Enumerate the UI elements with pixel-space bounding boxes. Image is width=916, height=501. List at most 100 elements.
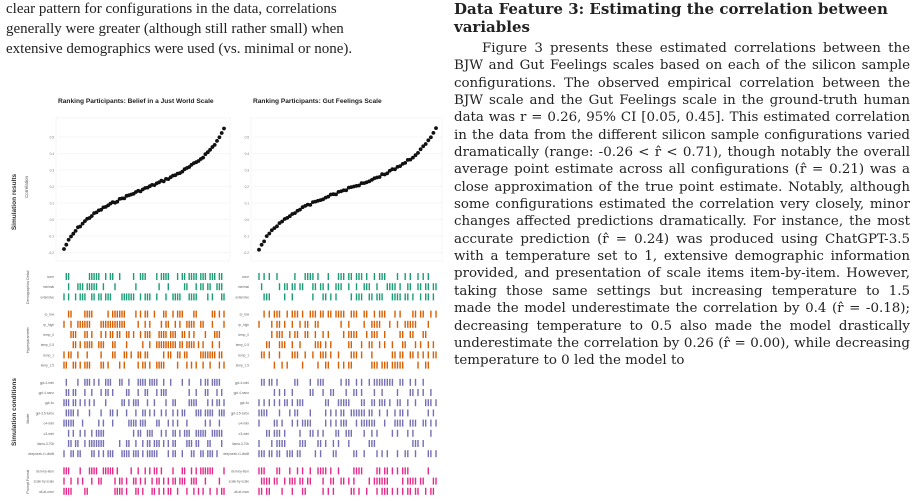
condition-tick: [353, 351, 355, 359]
condition-tick: [102, 450, 105, 458]
condition-tick: [207, 409, 209, 417]
data-point: [377, 175, 382, 179]
y-tick-label: 0.2: [50, 185, 55, 189]
condition-tick: [100, 477, 102, 485]
condition-tick: [296, 450, 299, 458]
condition-tick: [414, 378, 417, 386]
condition-tick: [70, 440, 72, 447]
condition-tick: [350, 331, 352, 338]
condition-tick: [278, 320, 281, 328]
condition-tick: [391, 378, 394, 386]
condition-tick: [296, 331, 299, 338]
condition-tick: [91, 310, 93, 318]
condition-tick: [207, 399, 209, 407]
condition-tick: [188, 293, 190, 301]
condition-tick: [327, 487, 329, 495]
condition-tick: [223, 467, 225, 475]
condition-tick: [211, 409, 214, 417]
condition-tick: [193, 320, 195, 328]
condition-tick: [373, 320, 376, 328]
condition-tick: [258, 487, 260, 495]
data-point: [83, 219, 87, 223]
condition-tick: [176, 351, 179, 359]
condition-tick: [186, 351, 188, 359]
condition-tick: [112, 273, 114, 280]
data-point: [287, 214, 292, 219]
data-point: [78, 224, 83, 229]
condition-tick: [107, 320, 109, 328]
condition-tick: [151, 429, 153, 437]
condition-tick: [289, 467, 291, 475]
condition-tick: [345, 378, 347, 386]
condition-tick: [70, 419, 72, 427]
condition-tick: [123, 361, 125, 369]
condition-tick: [214, 273, 216, 280]
condition-tick: [95, 283, 98, 291]
condition-tick: [381, 450, 383, 458]
condition-tick: [63, 361, 65, 369]
condition-tick: [132, 331, 135, 338]
condition-tick: [156, 273, 158, 280]
condition-tick: [172, 440, 174, 447]
condition-tick: [391, 283, 394, 291]
condition-tick: [107, 361, 109, 369]
condition-tick: [340, 399, 342, 407]
data-point: [257, 247, 261, 252]
row-label: gpt-4o: [240, 401, 249, 405]
condition-tick: [221, 487, 223, 495]
condition-tick: [190, 293, 193, 301]
condition-tick: [402, 351, 404, 359]
condition-tick: [386, 487, 388, 495]
condition-tick: [373, 399, 376, 407]
row-label: none: [47, 275, 54, 279]
condition-tick: [427, 409, 429, 417]
condition-tick: [81, 477, 84, 485]
condition-tick: [174, 293, 176, 301]
condition-tick: [425, 283, 427, 291]
condition-tick: [181, 273, 183, 280]
condition-tick: [319, 310, 322, 318]
data-point: [115, 199, 120, 204]
condition-tick: [296, 310, 299, 318]
condition-tick: [209, 419, 211, 427]
condition-tick: [100, 389, 102, 396]
condition-tick: [427, 399, 429, 407]
condition-tick: [105, 331, 107, 338]
condition-tick: [172, 467, 174, 475]
condition-tick: [263, 477, 265, 485]
condition-tick: [325, 361, 327, 369]
condition-tick: [322, 310, 324, 318]
condition-tick: [330, 419, 332, 427]
condition-tick: [190, 361, 193, 369]
condition-tick: [368, 341, 370, 349]
data-point: [208, 147, 213, 152]
condition-tick: [407, 487, 409, 495]
condition-tick: [350, 361, 352, 369]
data-point: [264, 234, 269, 239]
condition-tick: [350, 341, 352, 349]
plot-area: [250, 117, 443, 262]
condition-tick: [317, 467, 319, 475]
condition-tick: [435, 450, 437, 458]
condition-tick: [119, 361, 121, 369]
condition-tick: [172, 293, 174, 301]
condition-tick: [266, 341, 268, 349]
condition-tick: [65, 378, 67, 386]
condition-tick: [276, 450, 278, 458]
condition-tick: [142, 450, 144, 458]
condition-tick: [223, 409, 225, 417]
condition-tick: [343, 310, 345, 318]
condition-tick: [63, 487, 65, 495]
condition-tick: [119, 320, 121, 328]
condition-tick: [299, 440, 301, 447]
condition-tick: [123, 310, 125, 318]
condition-tick: [353, 389, 355, 396]
condition-tick: [404, 341, 406, 349]
condition-tick: [273, 389, 276, 396]
condition-tick: [258, 273, 260, 280]
condition-tick: [332, 440, 335, 447]
condition-tick: [170, 378, 172, 386]
condition-tick: [409, 283, 411, 291]
condition-tick: [183, 409, 186, 417]
condition-tick: [376, 378, 378, 386]
